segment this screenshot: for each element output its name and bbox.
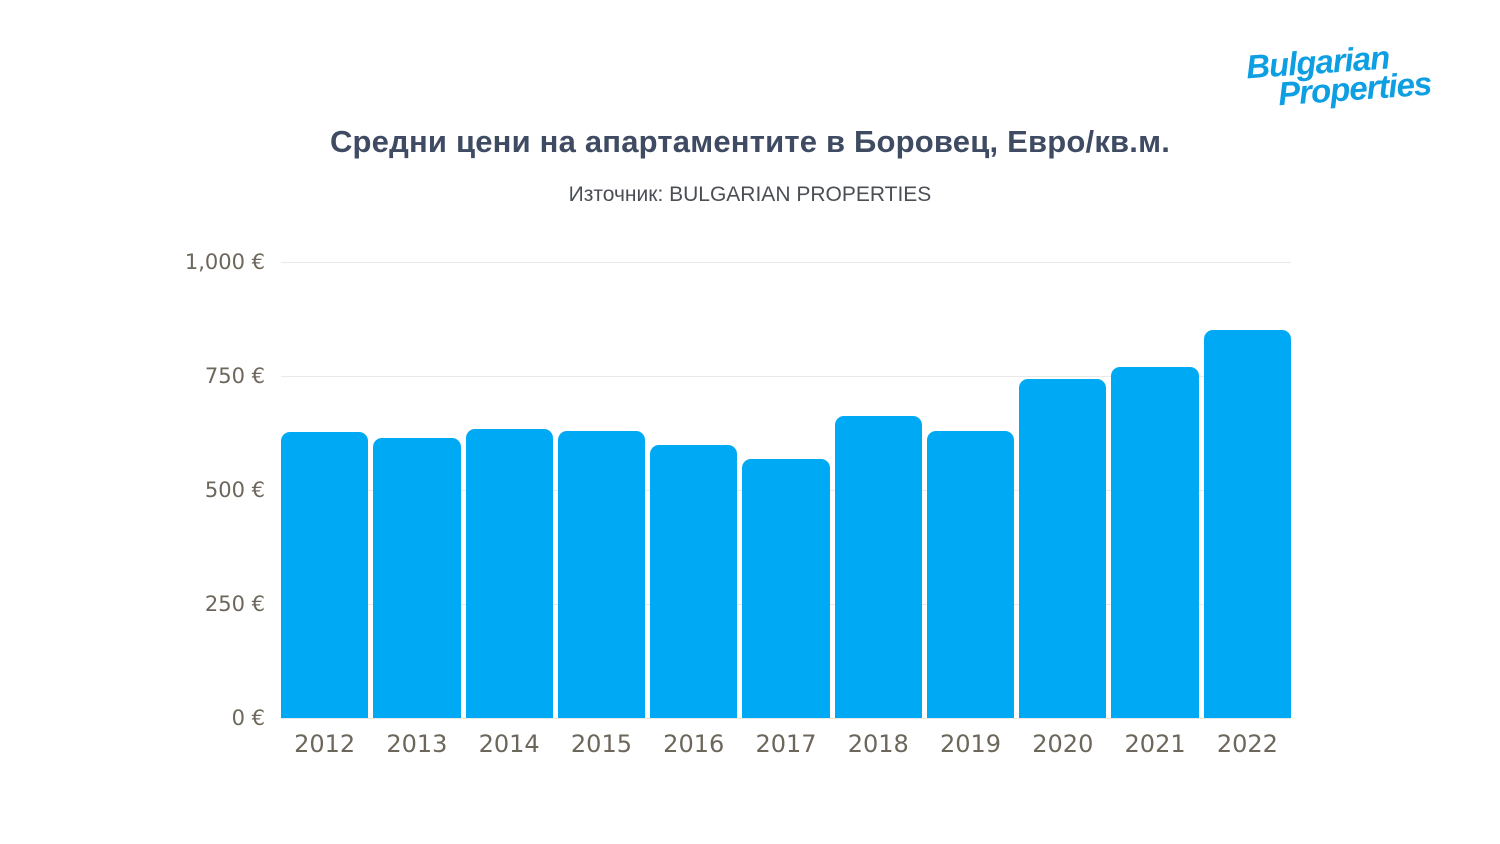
chart-source-subtitle: Източник: BULGARIAN PROPERTIES [568, 183, 932, 206]
plot-area [281, 262, 1291, 718]
x-tick-label-2014: 2014 [478, 730, 540, 758]
y-tick-label-0: 0 € [231, 706, 265, 730]
x-tick-label-2013: 2013 [386, 730, 448, 758]
bar-2018 [834, 415, 922, 718]
x-tick-label-2020: 2020 [1032, 730, 1094, 758]
y-tick-label-250: 250 € [204, 592, 265, 616]
bar-2021 [1111, 366, 1199, 718]
y-tick-label-1000: 1,000 € [184, 250, 265, 274]
x-tick-label-2015: 2015 [570, 730, 632, 758]
x-tick-label-2019: 2019 [939, 730, 1002, 758]
bar-2013 [373, 437, 461, 718]
x-tick-label-2018: 2018 [847, 730, 909, 758]
x-tick-label-2021: 2021 [1124, 730, 1186, 758]
x-tick-label-2017: 2017 [755, 730, 817, 758]
grid-line-750 [281, 375, 1291, 377]
page-title: Средни цени на апартаментите в Боровец, … [329, 124, 1171, 159]
bar-2019 [926, 430, 1015, 718]
bar-2014 [465, 429, 553, 718]
bar-2020 [1019, 379, 1107, 718]
grid-line-0 [281, 717, 1291, 719]
grid-line-1000 [281, 261, 1291, 263]
bar-2022 [1203, 329, 1291, 718]
bar-2015 [557, 431, 646, 718]
y-tick-label-750: 750 € [204, 364, 265, 388]
x-tick-label-2012: 2012 [294, 730, 356, 758]
x-tick-label-2016: 2016 [663, 730, 725, 758]
y-tick-label-500: 500 € [204, 478, 265, 502]
x-axis-labels: 2012 2013 2014 2015 2016 2017 2018 2019 2020 2021… [281, 730, 1291, 764]
bar-2017 [742, 459, 830, 718]
bar-2012 [281, 432, 369, 718]
bar-2016 [650, 445, 738, 718]
x-tick-label-2022: 2022 [1216, 730, 1278, 758]
